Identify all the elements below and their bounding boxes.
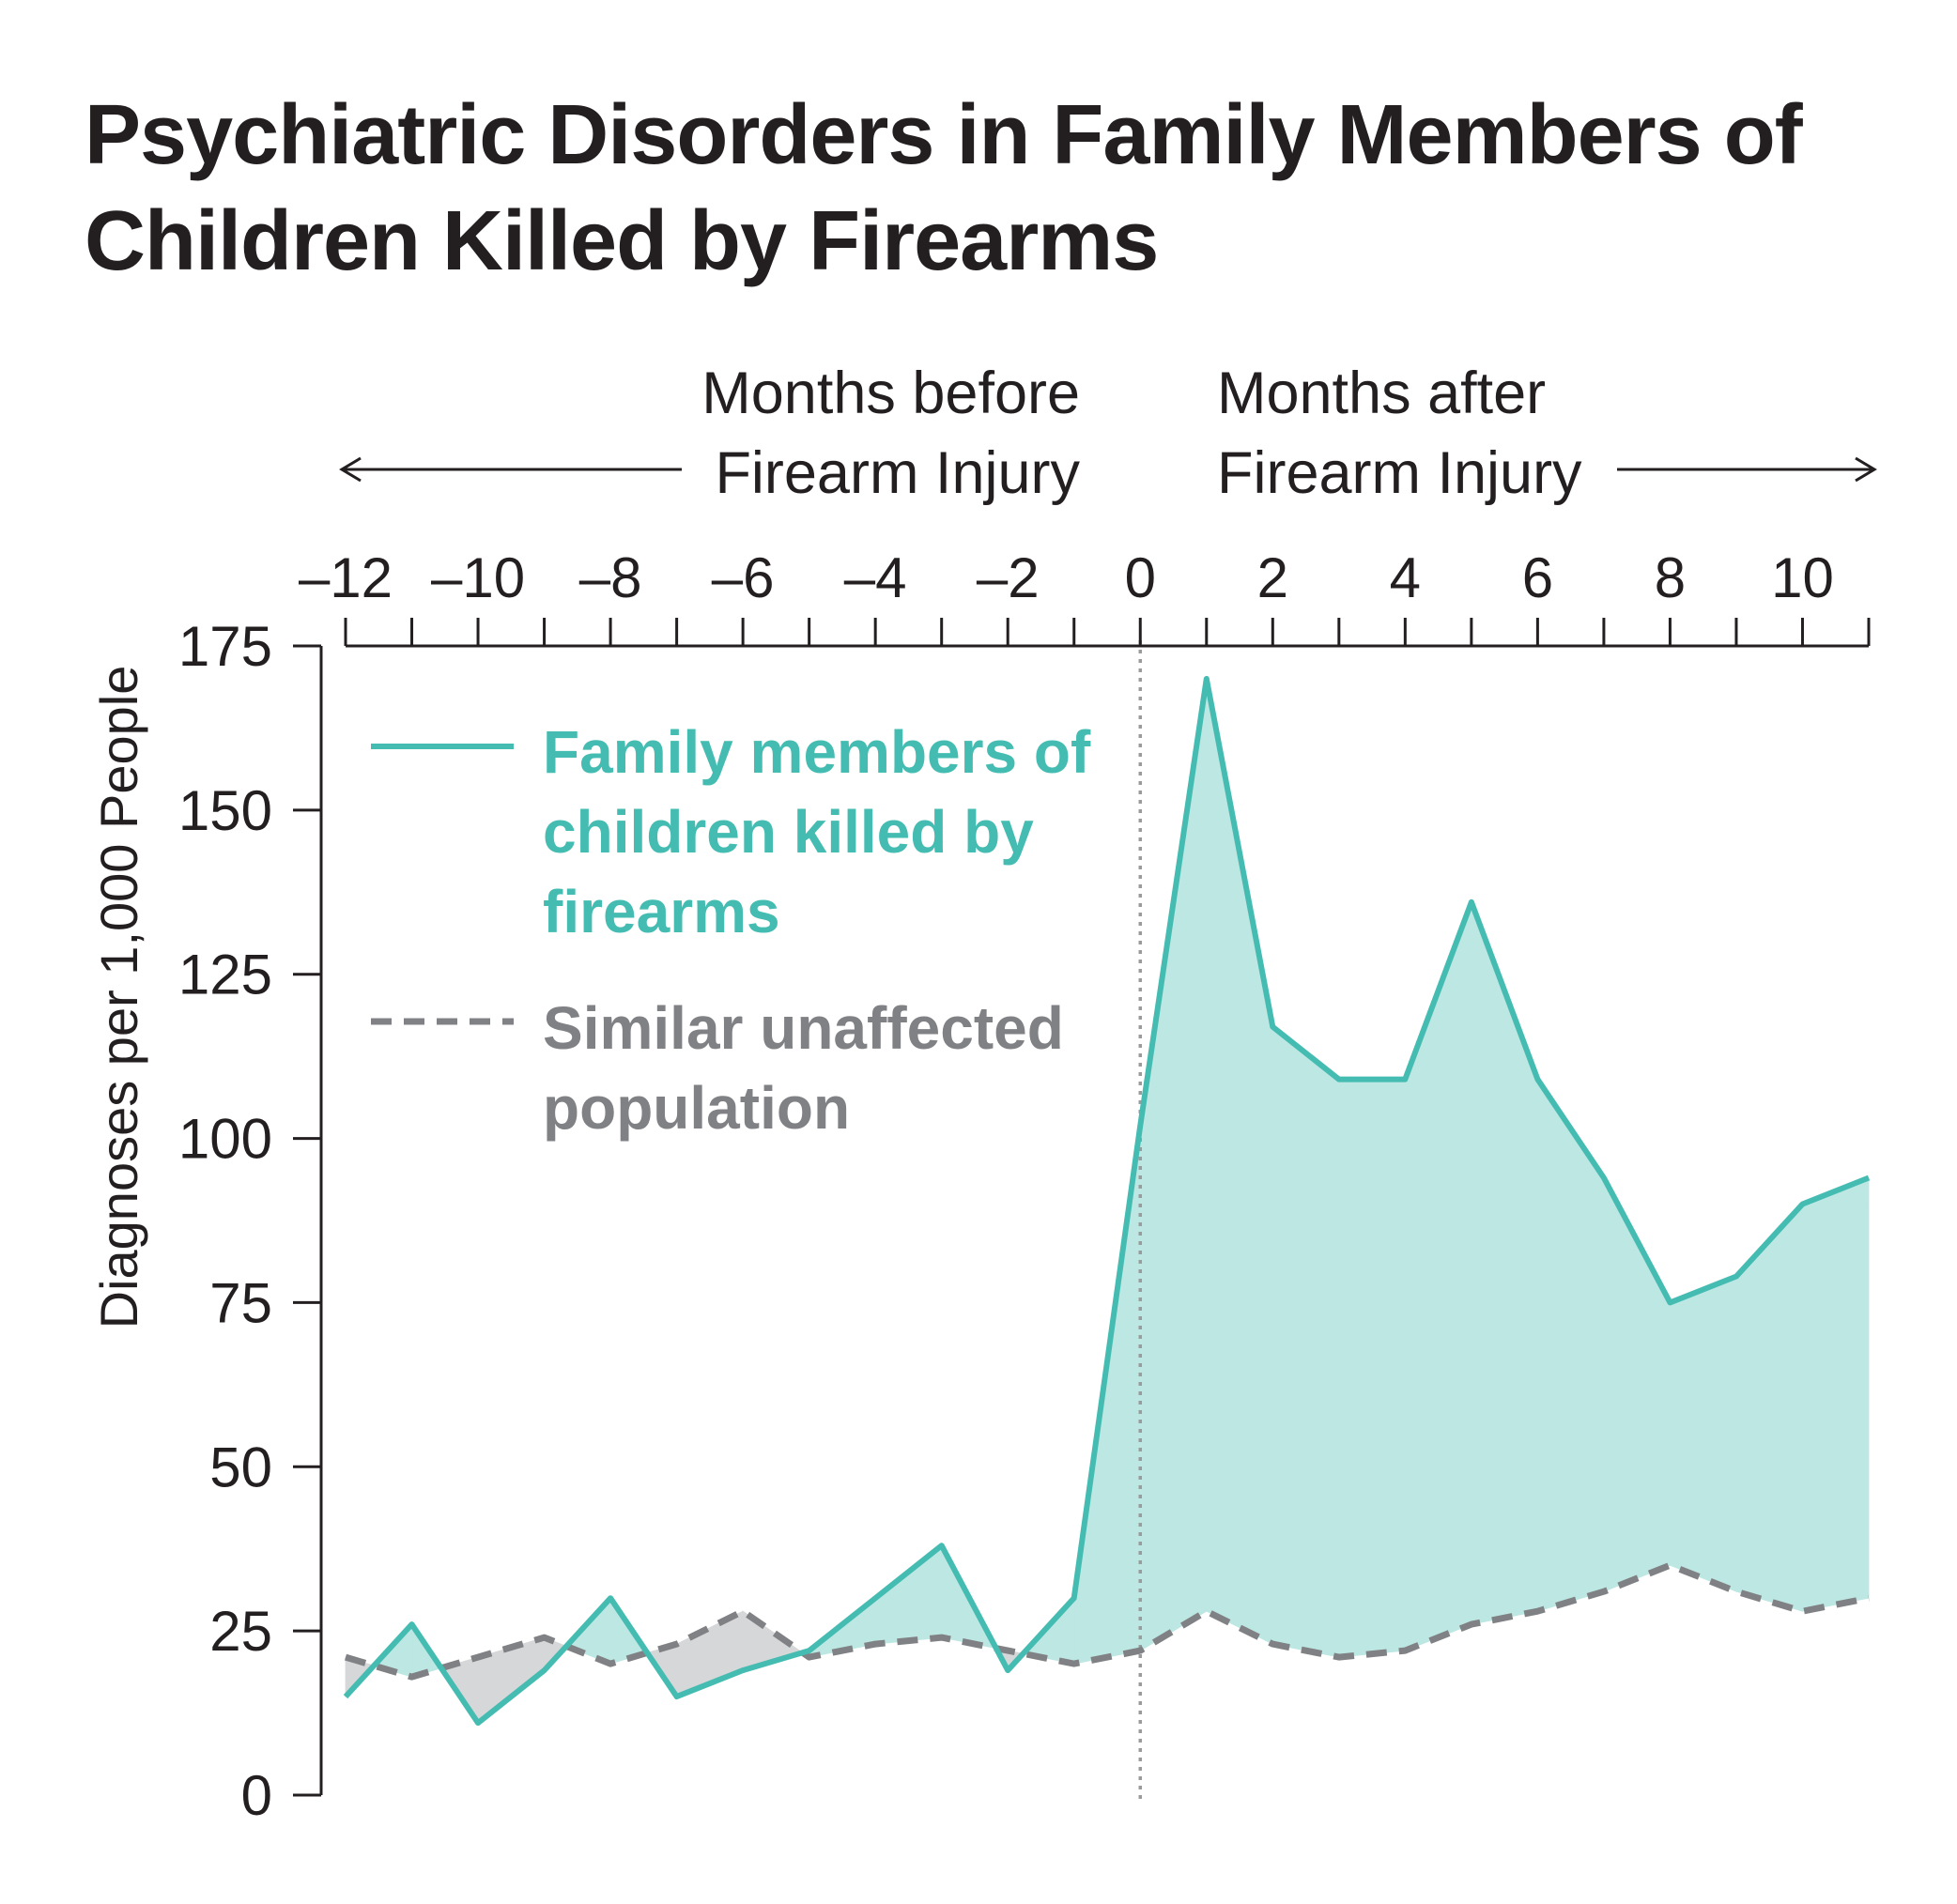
y-tick-label: 125 bbox=[178, 944, 272, 1006]
area-fill-segment bbox=[1670, 1275, 1737, 1592]
x-tick-label: 0 bbox=[1125, 546, 1156, 609]
area-fill-segment bbox=[1802, 1176, 1870, 1612]
header-after-line2: Firearm Injury bbox=[1217, 440, 1582, 506]
y-tick-label: 0 bbox=[241, 1764, 272, 1827]
legend-label-family-members-line1: Family members of bbox=[543, 718, 1091, 786]
x-tick-label: –2 bbox=[977, 546, 1040, 609]
header-before-line2: Firearm Injury bbox=[715, 440, 1080, 506]
x-tick-label: –10 bbox=[431, 546, 525, 609]
y-tick-label: 175 bbox=[178, 615, 272, 678]
x-axis: –12 –10 –8 –6 –4 –2 0 2 4 6 8 10 bbox=[299, 546, 1871, 648]
x-tick-label: 4 bbox=[1390, 546, 1421, 609]
area-fill-segment bbox=[1338, 1079, 1406, 1658]
chart-title: Psychiatric Disorders in Family Members … bbox=[85, 88, 1803, 288]
y-axis-label: Diagnoses per 1,000 People bbox=[89, 666, 148, 1329]
header-before-line1: Months before bbox=[701, 361, 1080, 426]
area-fill-segment bbox=[1139, 678, 1208, 1651]
area-fill-segment bbox=[1404, 901, 1472, 1651]
legend-label-family-members-line3: firearms bbox=[543, 878, 780, 945]
legend-label-unaffected-population-line2: population bbox=[543, 1074, 850, 1142]
legend-label-family-members-line2: children killed by bbox=[543, 798, 1034, 866]
arrow-before bbox=[339, 456, 682, 483]
area-fill-segment bbox=[874, 1544, 943, 1645]
y-tick-label: 100 bbox=[178, 1108, 272, 1171]
legend-label-unaffected-population-line1: Similar unaffected bbox=[543, 994, 1064, 1062]
arrow-after bbox=[1617, 456, 1877, 483]
x-tick-label: –4 bbox=[844, 546, 907, 609]
x-tick-label: –8 bbox=[579, 546, 642, 609]
legend: Family members of children killed by fir… bbox=[371, 718, 1091, 1142]
x-tick-label: –12 bbox=[299, 546, 393, 609]
y-tick-label: 25 bbox=[209, 1600, 272, 1663]
x-tick-label: 2 bbox=[1257, 546, 1288, 609]
series-line-family-members bbox=[343, 676, 1871, 1727]
x-tick-label: 10 bbox=[1771, 546, 1834, 609]
y-tick-label: 75 bbox=[209, 1271, 272, 1334]
x-tick-label: 8 bbox=[1655, 546, 1686, 609]
x-tick-label: 6 bbox=[1522, 546, 1553, 609]
area-fill-segment bbox=[1206, 678, 1273, 1645]
y-tick-label: 150 bbox=[178, 779, 272, 842]
area-fill-segment bbox=[1271, 1025, 1340, 1658]
y-tick-label: 50 bbox=[209, 1436, 272, 1498]
y-axis: 0 25 50 75 100 125 150 175 bbox=[178, 615, 323, 1827]
series-line-unaffected-population bbox=[345, 1561, 1870, 1681]
area-fill-segment bbox=[1471, 901, 1538, 1625]
header-after-line1: Months after bbox=[1217, 361, 1546, 426]
x-tick-label: –6 bbox=[712, 546, 775, 609]
